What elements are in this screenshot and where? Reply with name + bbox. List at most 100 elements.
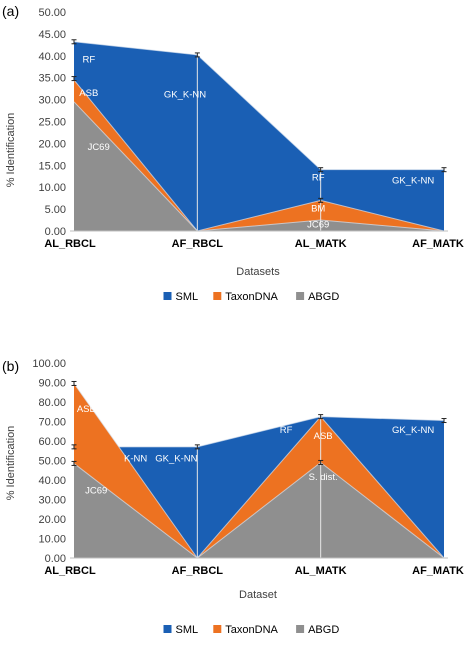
chart-a-y-axis-title: % Identification <box>5 113 17 188</box>
y-tick-label: 35.00 <box>38 73 66 85</box>
data-annotation: S. dist. <box>309 472 338 483</box>
error-bar <box>71 39 77 45</box>
y-tick-label: 40.00 <box>38 475 66 487</box>
y-tick-label: 30.00 <box>38 495 66 507</box>
x-category-label: AF_MATK <box>412 238 464 250</box>
y-tick-label: 45.00 <box>38 29 66 41</box>
area-sml <box>74 41 444 232</box>
y-tick-label: 50.00 <box>38 456 66 468</box>
chart-a-legend: SML TaxonDNA ABGD <box>163 291 339 303</box>
series-line-abgd <box>73 101 445 232</box>
data-annotation: GK_K-NN <box>392 425 434 436</box>
legend-swatch <box>296 292 305 300</box>
chart-b-annotations: ASB K-NN GK_K-NN JC69 RF ASB S. dist. GK_K-NN <box>77 404 435 497</box>
legend-swatch <box>213 625 222 633</box>
error-bar <box>441 418 447 424</box>
data-annotation: JC69 <box>85 486 107 497</box>
y-tick-label: 100.00 <box>32 358 66 370</box>
x-category-label: AL_MATK <box>295 238 347 250</box>
error-bar <box>318 167 324 173</box>
chart-b-y-axis-title: % Identification <box>5 426 17 501</box>
data-annotation: ASB <box>79 88 98 99</box>
error-bar <box>71 380 77 386</box>
data-annotation: GK_K-NN <box>392 176 434 187</box>
chart-b-x-axis-title: Dataset <box>239 589 277 601</box>
data-annotation: ASB <box>77 404 96 415</box>
x-category-label: AF_RBCL <box>172 238 224 250</box>
legend-label: ABGD <box>308 291 339 303</box>
x-category-label: AL_MATK <box>295 565 347 577</box>
y-tick-label: 60.00 <box>38 436 66 448</box>
y-tick-label: 10.00 <box>38 534 66 546</box>
data-annotation: JC69 <box>88 142 110 153</box>
x-category-label: AL_RBCL <box>44 238 96 250</box>
chart-a-areas <box>71 39 447 232</box>
data-annotation: JC69 <box>307 219 329 230</box>
legend-swatch <box>296 625 305 633</box>
data-annotation: RF <box>280 425 293 436</box>
legend-label: TaxonDNA <box>225 291 278 303</box>
chart-b-axis: 0.00 10.00 20.00 30.00 40.00 50.00 60.00 70.00 8… <box>32 358 464 577</box>
chart-b-legend: SML TaxonDNA ABGD <box>163 624 339 636</box>
series-line-taxondna <box>73 383 445 559</box>
y-tick-label: 0.00 <box>45 226 66 238</box>
series-line-sml <box>74 416 445 448</box>
error-bar <box>194 444 200 450</box>
panel-label-a: (a) <box>2 3 19 19</box>
series-line-taxondna <box>73 79 445 232</box>
error-bar <box>71 444 77 450</box>
y-tick-label: 5.00 <box>45 204 66 216</box>
legend-label: SML <box>176 291 199 303</box>
error-bar <box>194 52 200 58</box>
data-annotation: GK_K-NN <box>155 453 197 464</box>
data-annotation: BM <box>311 203 325 214</box>
error-bar <box>318 414 324 420</box>
chart-b-areas <box>71 380 447 559</box>
x-category-label: AL_RBCL <box>44 565 96 577</box>
legend-label: ABGD <box>308 624 339 636</box>
y-tick-label: 25.00 <box>38 117 66 129</box>
y-tick-label: 40.00 <box>38 51 66 63</box>
error-bar <box>318 459 324 465</box>
legend-swatch <box>213 292 222 300</box>
panel-label-b: (b) <box>2 358 19 374</box>
error-bar <box>318 197 324 203</box>
y-tick-label: 10.00 <box>38 182 66 194</box>
series-line-sml <box>73 41 444 171</box>
data-annotation: RF <box>312 173 325 184</box>
chart-a-x-axis-title: Datasets <box>236 266 280 278</box>
legend-item-abgd: ABGD <box>296 291 339 303</box>
y-tick-label: 70.00 <box>38 417 66 429</box>
legend-label: TaxonDNA <box>225 624 278 636</box>
x-category-label: AF_MATK <box>412 565 464 577</box>
y-tick-label: 15.00 <box>38 160 66 172</box>
y-tick-label: 80.00 <box>38 397 66 409</box>
data-annotation: GK_K-NN <box>164 89 206 100</box>
data-annotation: ASB <box>314 431 333 442</box>
error-bar <box>71 460 77 466</box>
error-bar <box>71 76 77 82</box>
legend-item-sml: SML <box>163 291 199 303</box>
legend-item-abgd: ABGD <box>296 624 339 636</box>
error-bar <box>441 167 447 173</box>
data-annotation: RF <box>82 54 95 65</box>
y-tick-label: 20.00 <box>38 514 66 526</box>
y-tick-label: 30.00 <box>38 95 66 107</box>
legend-item-sml: SML <box>163 624 199 636</box>
legend-item-taxondna: TaxonDNA <box>213 624 279 636</box>
chart-b: (b) 0.00 10.00 20.00 30.00 40.00 50.00 60.00 70… <box>2 358 464 636</box>
y-tick-label: 90.00 <box>38 378 66 390</box>
chart-a-axis: 0.00 5.00 10.00 15.00 20.00 25.00 30.00 35.00 40… <box>38 7 463 250</box>
chart-a-annotations: RF ASB JC69 GK_K-NN RF BM JC69 GK_K-NN <box>79 54 434 230</box>
series-line-abgd <box>73 461 445 559</box>
legend-item-taxondna: TaxonDNA <box>213 291 279 303</box>
legend-label: SML <box>176 624 199 636</box>
legend-swatch <box>163 292 172 300</box>
legend-swatch <box>163 625 172 633</box>
data-annotation: K-NN <box>124 453 147 464</box>
x-category-label: AF_RBCL <box>172 565 224 577</box>
y-tick-label: 0.00 <box>45 553 66 565</box>
y-tick-label: 50.00 <box>38 7 66 19</box>
chart-a: (a) 0.00 5.00 10.00 15.00 20.00 25.00 30.00 35.… <box>2 3 464 303</box>
